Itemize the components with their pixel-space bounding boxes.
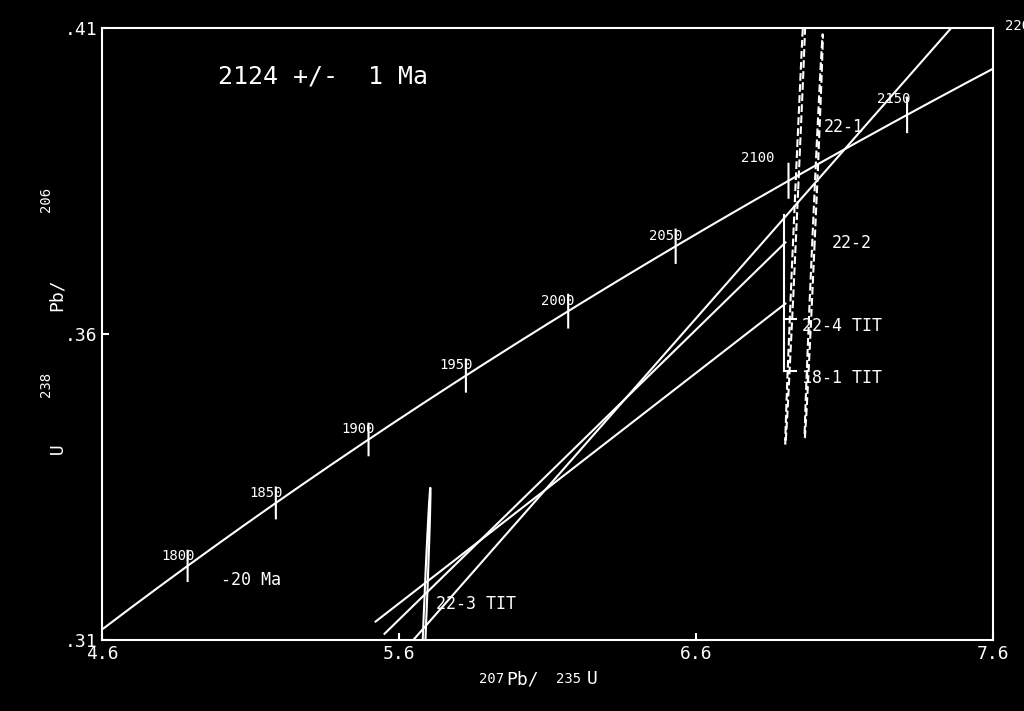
Text: 207: 207: [479, 672, 504, 686]
Text: 2000: 2000: [542, 294, 574, 308]
Text: 1850: 1850: [249, 486, 283, 500]
Text: 22-3 TIT: 22-3 TIT: [436, 595, 516, 613]
Text: 2124 +/-  1 Ma: 2124 +/- 1 Ma: [218, 65, 428, 88]
Text: 1950: 1950: [439, 358, 473, 373]
Text: 22-1: 22-1: [824, 118, 864, 136]
Text: 1800: 1800: [161, 549, 195, 563]
Text: 2200: 2200: [1005, 19, 1024, 33]
Text: 206: 206: [39, 186, 53, 212]
Text: U: U: [50, 444, 69, 466]
Text: 2150: 2150: [878, 92, 911, 106]
Text: -20 Ma: -20 Ma: [221, 571, 282, 589]
Text: 2100: 2100: [741, 151, 774, 166]
Text: 18-1 TIT: 18-1 TIT: [802, 369, 882, 387]
Text: 235: 235: [556, 672, 581, 686]
Text: 22-4 TIT: 22-4 TIT: [802, 317, 882, 335]
Text: 22-2: 22-2: [831, 234, 871, 252]
Text: Pb/: Pb/: [506, 670, 539, 688]
Text: 238: 238: [39, 371, 53, 397]
Text: 1900: 1900: [342, 422, 376, 437]
Text: Pb/: Pb/: [47, 279, 66, 311]
Text: 2050: 2050: [649, 229, 682, 243]
Text: U: U: [587, 670, 597, 688]
